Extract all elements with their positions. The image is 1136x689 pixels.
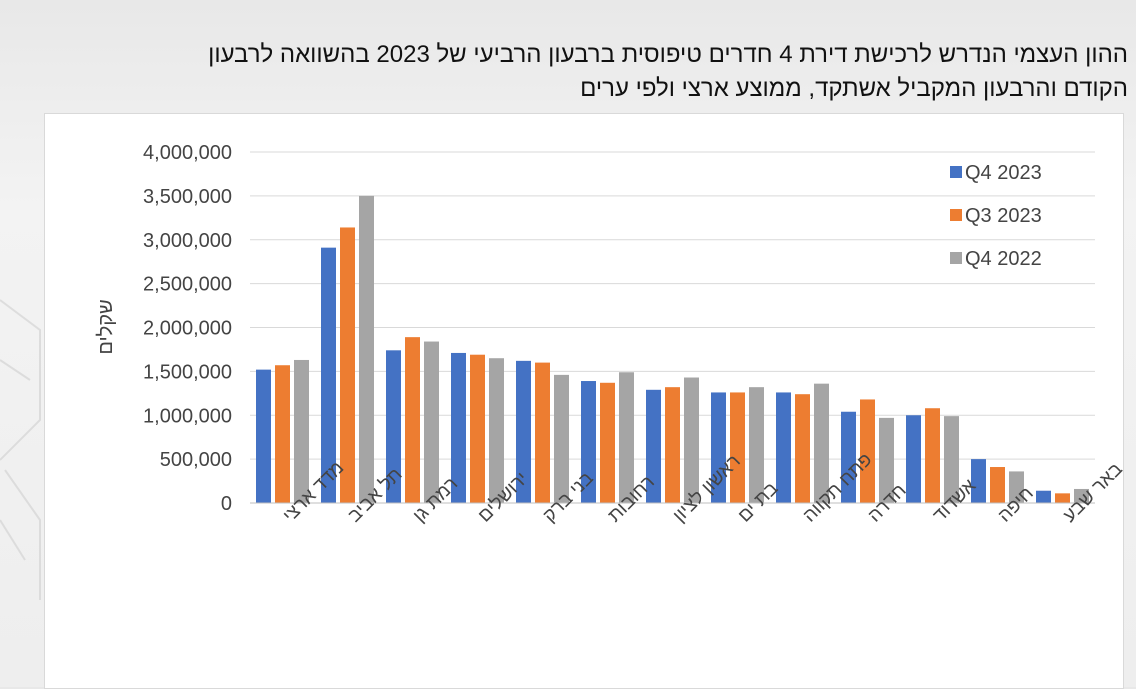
y-tick-label: 2,000,000	[143, 318, 232, 340]
bar	[386, 350, 401, 503]
y-tick-label: 1,500,000	[143, 361, 232, 383]
y-tick-label: 3,500,000	[143, 186, 232, 208]
bar	[1055, 493, 1070, 503]
legend-label: Q3 2023	[965, 205, 1042, 227]
legend: Q4 2023 Q3 2023 Q4 2022	[950, 162, 1042, 270]
bar	[1009, 471, 1024, 503]
bar	[256, 369, 271, 503]
bar	[1036, 490, 1051, 503]
bar	[906, 415, 921, 503]
bar	[405, 337, 420, 503]
legend-swatch	[950, 166, 962, 178]
bar	[730, 392, 745, 503]
bar	[879, 417, 894, 503]
y-tick-label: 2,500,000	[143, 274, 232, 296]
bar	[776, 392, 791, 503]
y-tick-label: 0	[221, 493, 232, 515]
bar	[516, 360, 531, 503]
bar	[925, 408, 940, 503]
bar	[489, 358, 504, 503]
bar	[359, 195, 374, 503]
bar	[275, 365, 290, 503]
bar	[684, 377, 699, 503]
legend-label: Q4 2023	[965, 162, 1042, 184]
bar	[581, 381, 596, 503]
bar	[554, 374, 569, 503]
bar	[971, 459, 986, 503]
title-line-1: ההון העצמי הנדרש לרכישת דירת 4 חדרים טיפ…	[208, 41, 1128, 68]
title-line-2: הקודם והרבעון המקביל אשתקד, ממוצע ארצי ו…	[580, 75, 1128, 102]
bar	[294, 359, 309, 503]
bar	[535, 362, 550, 503]
bar	[424, 341, 439, 503]
x-tick-label: באר שבע	[1059, 459, 1127, 527]
y-axis-label: שקלים	[95, 299, 117, 354]
bar	[990, 467, 1005, 503]
bar	[860, 399, 875, 503]
bar	[451, 352, 466, 503]
legend-swatch	[950, 252, 962, 264]
bars	[256, 195, 1089, 503]
page-title: ההון העצמי הנדרש לרכישת דירת 4 חדרים טיפ…	[8, 38, 1128, 106]
bar	[841, 411, 856, 503]
bar	[944, 416, 959, 503]
y-tick-label: 3,000,000	[143, 230, 232, 252]
bar	[619, 372, 634, 503]
bar	[814, 383, 829, 503]
y-axis-ticks: 0 500,000 1,000,000 1,500,000 2,000,000 2,500…	[143, 142, 232, 515]
legend-swatch	[950, 209, 962, 221]
legend-label: Q4 2022	[965, 248, 1042, 270]
bar	[665, 387, 680, 503]
y-tick-label: 1,000,000	[143, 405, 232, 427]
bar	[470, 354, 485, 503]
y-tick-label: 4,000,000	[143, 142, 232, 164]
bar	[795, 394, 810, 503]
bar	[321, 247, 336, 503]
bar	[340, 227, 355, 503]
bar	[711, 392, 726, 503]
bar	[1074, 488, 1089, 503]
bar	[749, 387, 764, 503]
bar	[646, 389, 661, 503]
y-tick-label: 500,000	[160, 449, 232, 471]
bar	[600, 382, 615, 503]
